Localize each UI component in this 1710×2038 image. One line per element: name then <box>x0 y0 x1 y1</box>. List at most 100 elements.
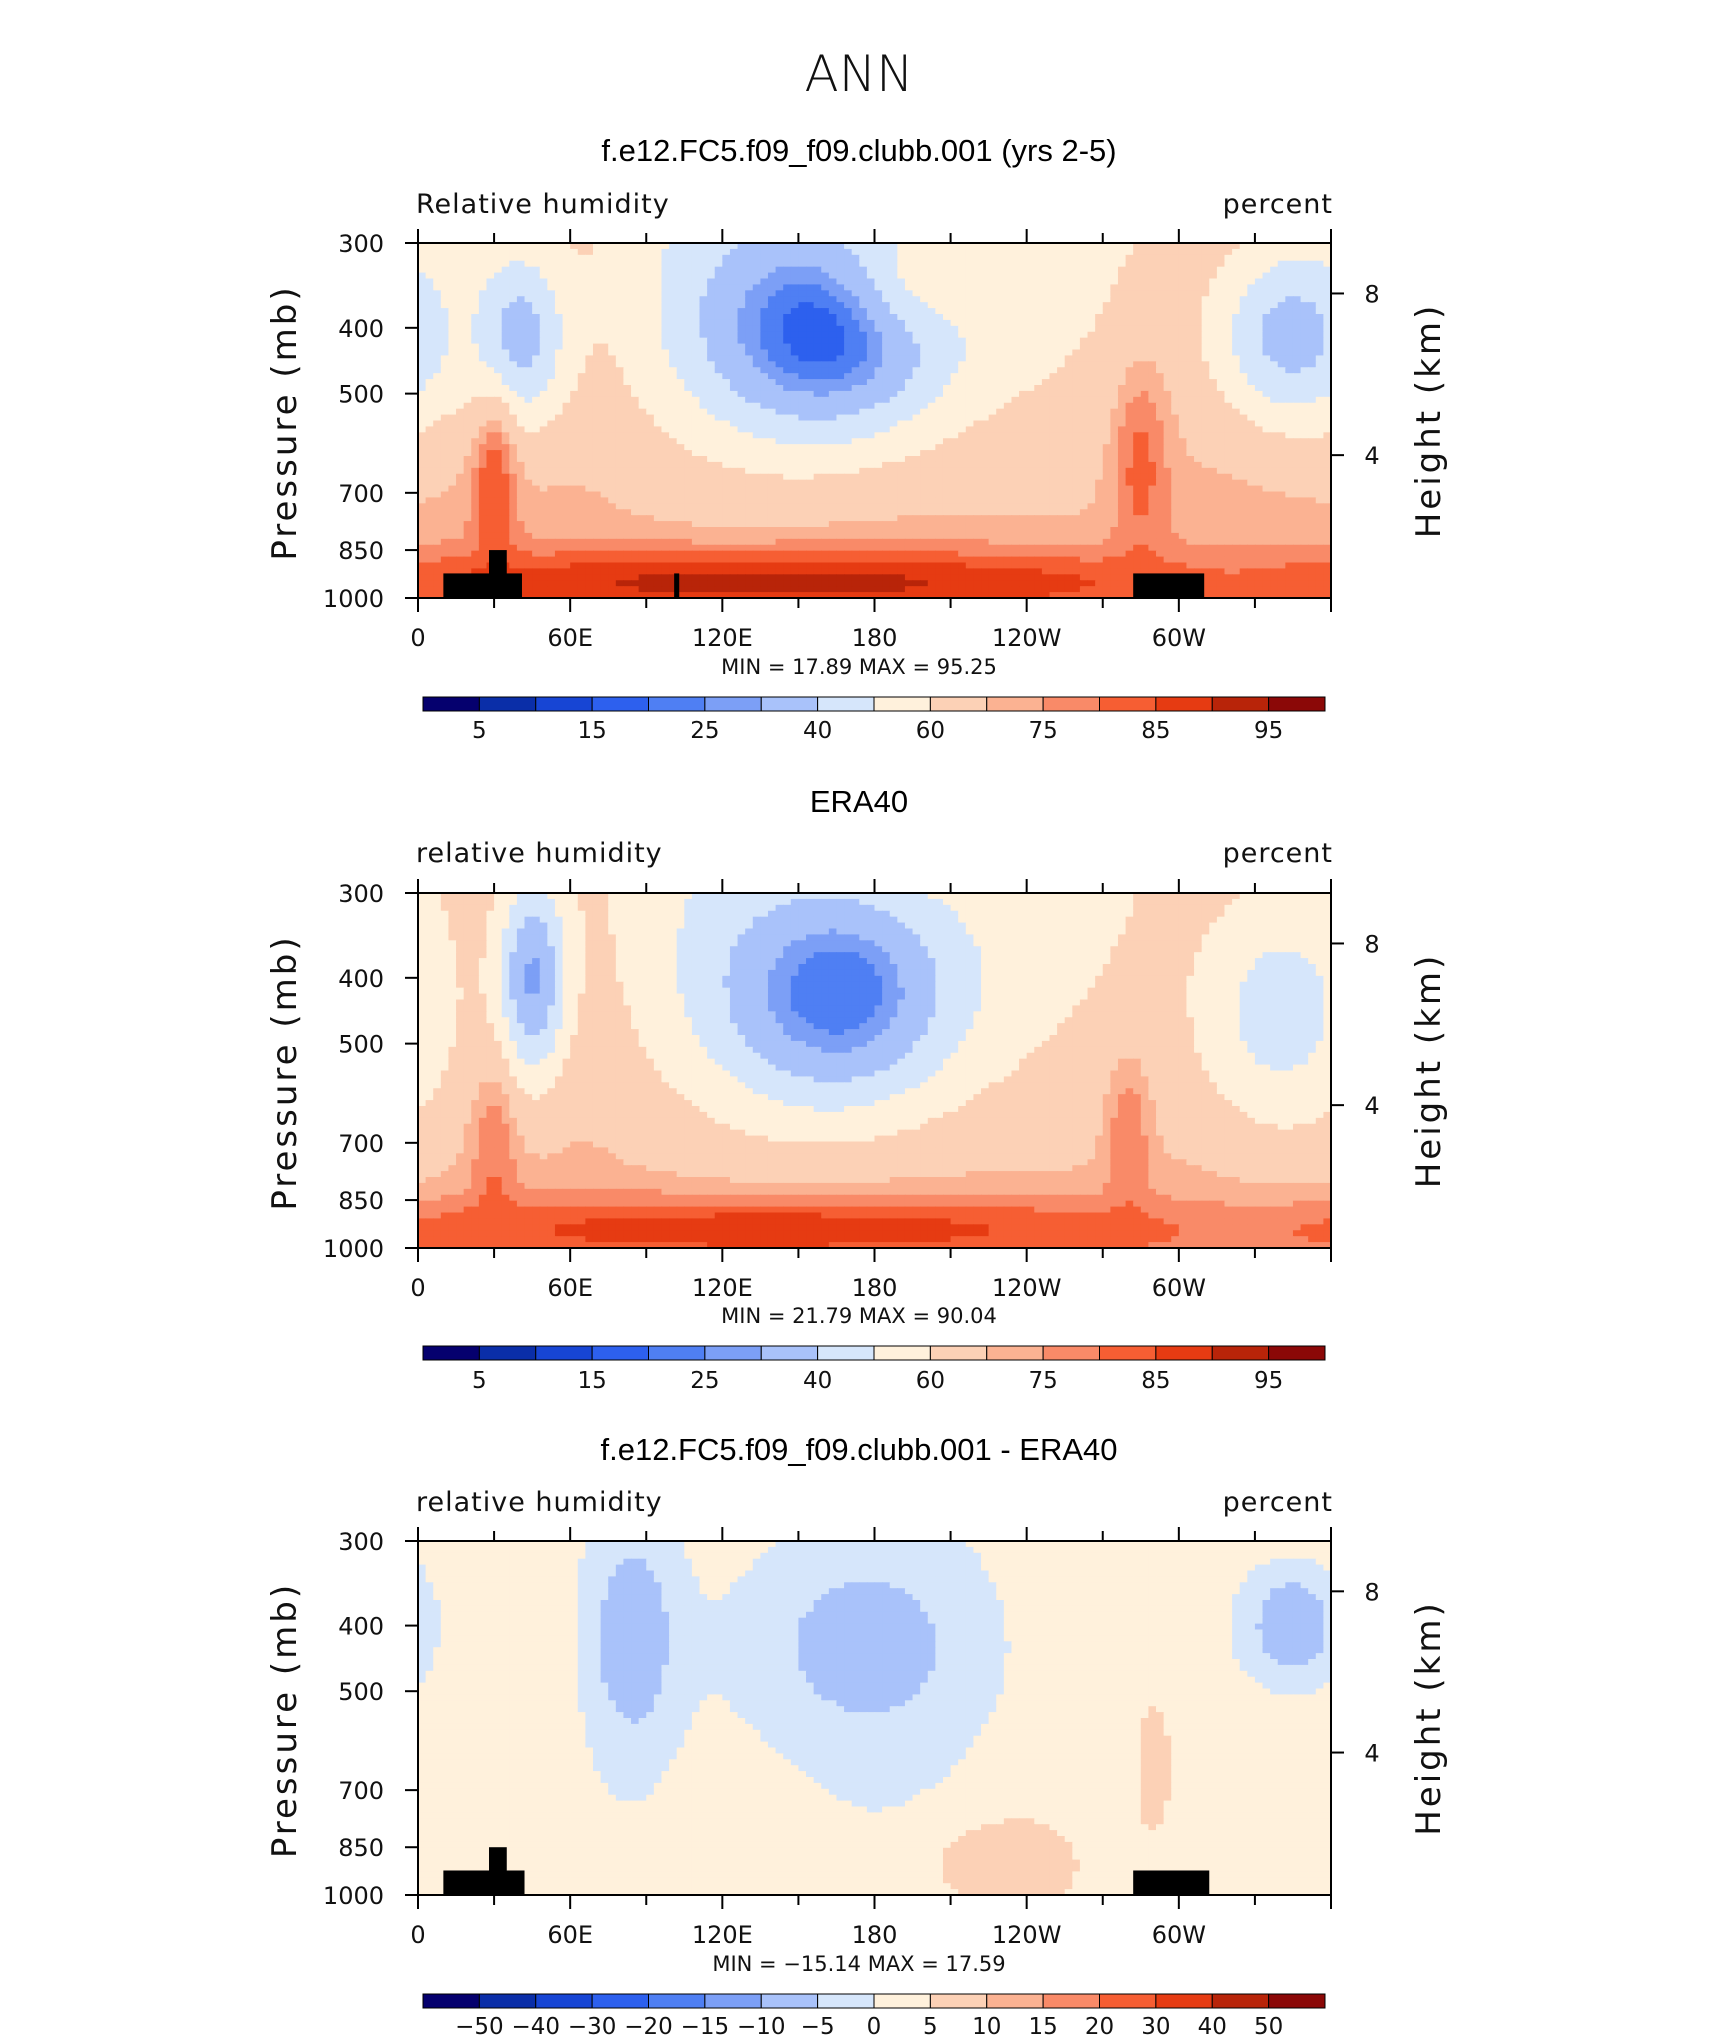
contour-cell <box>1011 426 1019 433</box>
contour-cell <box>859 468 867 475</box>
contour-cell <box>1293 320 1301 327</box>
contour-cell <box>943 367 951 374</box>
contour-cell <box>814 468 822 475</box>
contour-cell <box>867 267 875 274</box>
contour-cell <box>852 296 860 303</box>
contour-cell <box>1202 468 1210 475</box>
contour-cell <box>707 462 715 469</box>
contour-cell <box>1194 385 1202 392</box>
contour-cell <box>570 255 578 262</box>
contour-cell <box>981 355 989 362</box>
contour-cell <box>1065 403 1073 410</box>
contour-cell <box>1103 308 1111 315</box>
contour-cell <box>608 373 616 380</box>
contour-cell <box>1232 279 1240 286</box>
contour-cell <box>1057 284 1065 291</box>
contour-cell <box>722 308 730 315</box>
contour-cell <box>859 432 867 439</box>
contour-cell <box>639 350 647 357</box>
contour-cell <box>1034 432 1042 439</box>
contour-cell <box>661 444 669 451</box>
contour-cell <box>783 415 791 422</box>
contour-cell <box>1285 462 1293 469</box>
contour-cell <box>540 432 548 439</box>
contour-cell <box>776 421 784 428</box>
contour-cell <box>1278 344 1286 351</box>
contour-cell <box>897 284 905 291</box>
contour-cell <box>1224 462 1232 469</box>
contour-cell <box>486 462 494 469</box>
contour-cell <box>738 409 746 416</box>
contour-cell <box>1049 474 1057 481</box>
contour-cell <box>1285 326 1293 333</box>
contour-cell <box>1316 338 1324 345</box>
contour-cell <box>1316 326 1324 333</box>
contour-cell <box>1255 355 1263 362</box>
contour-cell <box>829 296 837 303</box>
contour-cell <box>798 261 806 268</box>
contour-cell <box>1293 444 1301 451</box>
contour-cell <box>1072 373 1080 380</box>
contour-cell <box>578 273 586 280</box>
contour-cell <box>563 344 571 351</box>
contour-cell <box>905 261 913 268</box>
contour-cell <box>608 379 616 386</box>
contour-cell <box>1049 468 1057 475</box>
contour-cell <box>1027 261 1035 268</box>
contour-cell <box>730 468 738 475</box>
contour-cell <box>730 456 738 463</box>
contour-cell <box>1110 426 1118 433</box>
contour-cell <box>1293 468 1301 475</box>
contour-cell <box>517 284 525 291</box>
contour-cell <box>563 332 571 339</box>
contour-cell <box>730 450 738 457</box>
contour-cell <box>1148 255 1156 262</box>
contour-cell <box>852 391 860 398</box>
contour-cell <box>494 344 502 351</box>
contour-cell <box>1240 296 1248 303</box>
contour-cell <box>715 338 723 345</box>
contour-cell <box>1224 344 1232 351</box>
contour-cell <box>585 474 593 481</box>
contour-cell <box>1080 474 1088 481</box>
contour-cell <box>448 320 456 327</box>
contour-cell <box>585 391 593 398</box>
contour-cell <box>1057 332 1065 339</box>
contour-cell <box>935 456 943 463</box>
contour-cell <box>1133 421 1141 428</box>
contour-cell <box>1171 474 1179 481</box>
contour-cell <box>875 296 883 303</box>
contour-cell <box>1179 456 1187 463</box>
contour-cell <box>1118 450 1126 457</box>
contour-cell <box>494 284 502 291</box>
contour-cell <box>486 415 494 422</box>
contour-cell <box>593 261 601 268</box>
contour-cell <box>1027 367 1035 374</box>
contour-cell <box>1019 326 1027 333</box>
contour-cell <box>913 355 921 362</box>
contour-cell <box>1301 474 1309 481</box>
contour-cell <box>418 403 426 410</box>
contour-cell <box>700 421 708 428</box>
contour-cell <box>547 249 555 256</box>
contour-cell <box>517 397 525 404</box>
contour-cell <box>1110 320 1118 327</box>
contour-cell <box>1270 391 1278 398</box>
contour-cell <box>1011 409 1019 416</box>
contour-cell <box>897 302 905 309</box>
contour-cell <box>1247 426 1255 433</box>
contour-cell <box>418 426 426 433</box>
contour-cell <box>783 367 791 374</box>
contour-cell <box>616 350 624 357</box>
contour-cell <box>1027 320 1035 327</box>
contour-cell <box>677 462 685 469</box>
contour-cell <box>973 462 981 469</box>
contour-cell <box>798 391 806 398</box>
contour-cell <box>958 474 966 481</box>
contour-cell <box>692 284 700 291</box>
contour-cell <box>1133 367 1141 374</box>
contour-cell <box>464 302 472 309</box>
contour-cell <box>601 267 609 274</box>
contour-cell <box>623 332 631 339</box>
contour-cell <box>920 308 928 315</box>
